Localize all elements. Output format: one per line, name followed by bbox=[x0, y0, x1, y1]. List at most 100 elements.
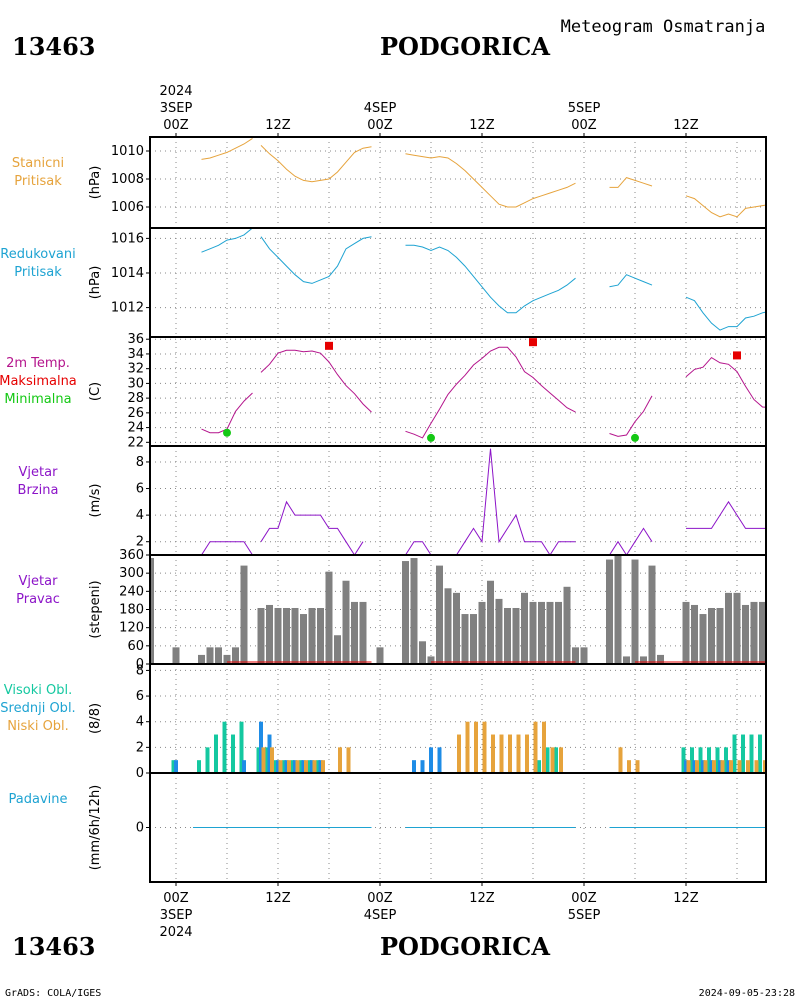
station-name-bottom: PODGORICA bbox=[380, 932, 550, 961]
cloud-bar-0 bbox=[316, 760, 320, 773]
cloud-bar-2 bbox=[542, 721, 546, 773]
bottom-time-label: 00Z bbox=[571, 891, 597, 906]
bottom-time-label: 12Z bbox=[265, 891, 291, 906]
direction-bar bbox=[555, 601, 562, 664]
panel-label: Vjetar bbox=[19, 465, 59, 480]
cloud-bar-0 bbox=[749, 734, 754, 773]
direction-bar bbox=[657, 654, 664, 664]
station-name-top: PODGORICA bbox=[380, 32, 550, 61]
direction-bar bbox=[521, 592, 528, 664]
y-tick-label: 6 bbox=[136, 689, 144, 704]
direction-bar bbox=[648, 565, 656, 664]
meteogram-subtitle: Meteogram Osmatranja bbox=[561, 17, 766, 37]
bottom-time-label: 2024 bbox=[159, 925, 192, 940]
panel-content bbox=[150, 555, 792, 664]
station-id-bottom: 13463 bbox=[12, 932, 96, 961]
max-temp-marker bbox=[529, 338, 537, 347]
cloud-bar-0 bbox=[273, 760, 278, 773]
y-tick-label: 26 bbox=[127, 406, 144, 421]
direction-bar bbox=[487, 580, 494, 664]
panel-label: Padavine bbox=[9, 792, 68, 807]
bottom-time-label: 3SEP bbox=[160, 908, 193, 923]
station-id-top: 13463 bbox=[12, 32, 96, 61]
series-line bbox=[201, 541, 253, 555]
cloud-bar-2 bbox=[270, 747, 274, 773]
y-tick-label: 6 bbox=[136, 482, 144, 497]
direction-bar bbox=[623, 656, 630, 664]
cloud-bar-1 bbox=[284, 760, 289, 773]
direction-bar bbox=[325, 571, 333, 664]
series-line bbox=[260, 145, 372, 183]
y-tick-label: 4 bbox=[136, 715, 144, 730]
cloud-bar-1 bbox=[718, 760, 722, 773]
cloud-bar-0 bbox=[707, 747, 711, 773]
cloud-bar-1 bbox=[701, 760, 705, 773]
direction-bar bbox=[461, 614, 469, 664]
cloud-bar-2 bbox=[346, 747, 351, 773]
cloud-bar-0 bbox=[698, 747, 703, 773]
cloud-bar-1 bbox=[267, 734, 272, 773]
y-tick-label: 32 bbox=[127, 362, 144, 377]
bottom-time-label: 12Z bbox=[673, 891, 699, 906]
direction-bar bbox=[504, 607, 511, 664]
series-line bbox=[609, 177, 653, 188]
cloud-bar-0 bbox=[290, 760, 295, 773]
y-tick-label: 1006 bbox=[111, 200, 144, 215]
cloud-bar-0 bbox=[545, 747, 550, 773]
y-tick-label: 0 bbox=[136, 657, 144, 672]
cloud-bar-2 bbox=[304, 760, 308, 773]
top-time-label: 00Z bbox=[367, 118, 393, 133]
cloud-bar-1 bbox=[242, 760, 246, 773]
direction-bar bbox=[785, 656, 792, 664]
series-line bbox=[609, 527, 653, 555]
panel-content bbox=[201, 448, 766, 555]
cloud-bar-2 bbox=[261, 747, 266, 773]
y-axis-label: (8/8) bbox=[88, 703, 103, 734]
cloud-bar-0 bbox=[214, 734, 218, 773]
cloud-bar-2 bbox=[686, 760, 691, 773]
series-line bbox=[405, 153, 576, 208]
cloud-bar-2 bbox=[763, 760, 766, 773]
cloud-bar-0 bbox=[554, 747, 558, 773]
direction-bar bbox=[172, 647, 180, 664]
cloud-bar-2 bbox=[287, 760, 291, 773]
cloud-bar-2 bbox=[618, 747, 623, 773]
y-tick-label: 4 bbox=[136, 508, 144, 523]
cloud-bar-2 bbox=[457, 734, 461, 773]
cloud-bar-2 bbox=[695, 760, 699, 773]
cloud-bar-2 bbox=[338, 747, 342, 773]
direction-bar bbox=[614, 555, 622, 664]
cloud-bar-0 bbox=[681, 747, 686, 773]
cloud-bar-1 bbox=[709, 760, 714, 773]
direction-bar bbox=[606, 559, 613, 664]
credit-text: GrADS: COLA/IGES bbox=[5, 988, 101, 999]
series-line bbox=[201, 228, 253, 253]
cloud-bar-2 bbox=[703, 760, 708, 773]
direction-bar bbox=[529, 601, 537, 664]
cloud-bar-2 bbox=[508, 734, 512, 773]
y-tick-label: 34 bbox=[127, 347, 144, 362]
cloud-bar-0 bbox=[724, 747, 728, 773]
panel-content bbox=[201, 228, 766, 331]
y-tick-label: 8 bbox=[136, 663, 144, 678]
cloud-bar-2 bbox=[321, 760, 325, 773]
panel-label: Vjetar bbox=[19, 574, 59, 589]
cloud-bar-0 bbox=[205, 747, 210, 773]
bottom-time-label: 00Z bbox=[163, 891, 189, 906]
cloud-bar-1 bbox=[293, 760, 297, 773]
cloud-bar-2 bbox=[482, 721, 487, 773]
panel-frame bbox=[149, 227, 767, 338]
direction-bar bbox=[342, 580, 350, 664]
cloud-bar-1 bbox=[259, 721, 263, 773]
panel-label: Brzina bbox=[18, 483, 59, 498]
direction-bar bbox=[538, 601, 545, 664]
direction-bar bbox=[215, 647, 222, 664]
panel-label: Visoki Obl. bbox=[4, 683, 72, 698]
direction-bar bbox=[716, 607, 724, 664]
cloud-bar-0 bbox=[231, 734, 235, 773]
series-line bbox=[260, 349, 372, 413]
y-tick-label: 2 bbox=[136, 740, 144, 755]
top-time-label: 00Z bbox=[163, 118, 189, 133]
y-axis-label: (C) bbox=[88, 382, 103, 401]
panel-label: Maksimalna bbox=[0, 374, 77, 389]
